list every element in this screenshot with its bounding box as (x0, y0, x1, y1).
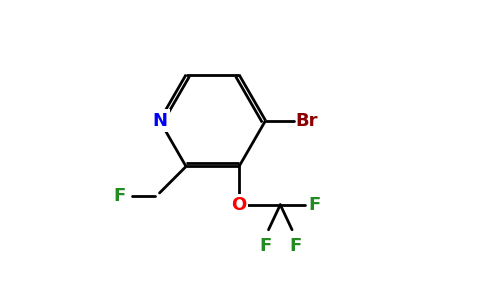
Text: F: F (259, 237, 272, 255)
Text: O: O (231, 196, 247, 214)
Text: Br: Br (295, 112, 318, 130)
Text: F: F (113, 187, 126, 205)
Text: F: F (308, 196, 320, 214)
Text: N: N (152, 112, 167, 130)
Text: F: F (289, 237, 301, 255)
